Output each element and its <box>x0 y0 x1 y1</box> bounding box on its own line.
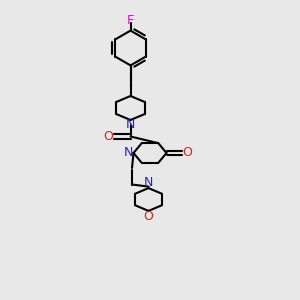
Text: N: N <box>144 176 153 189</box>
Text: N: N <box>123 146 133 160</box>
Text: N: N <box>126 118 135 131</box>
Text: O: O <box>104 130 113 143</box>
Text: F: F <box>127 14 134 27</box>
Text: O: O <box>144 210 153 224</box>
Text: O: O <box>182 146 192 160</box>
